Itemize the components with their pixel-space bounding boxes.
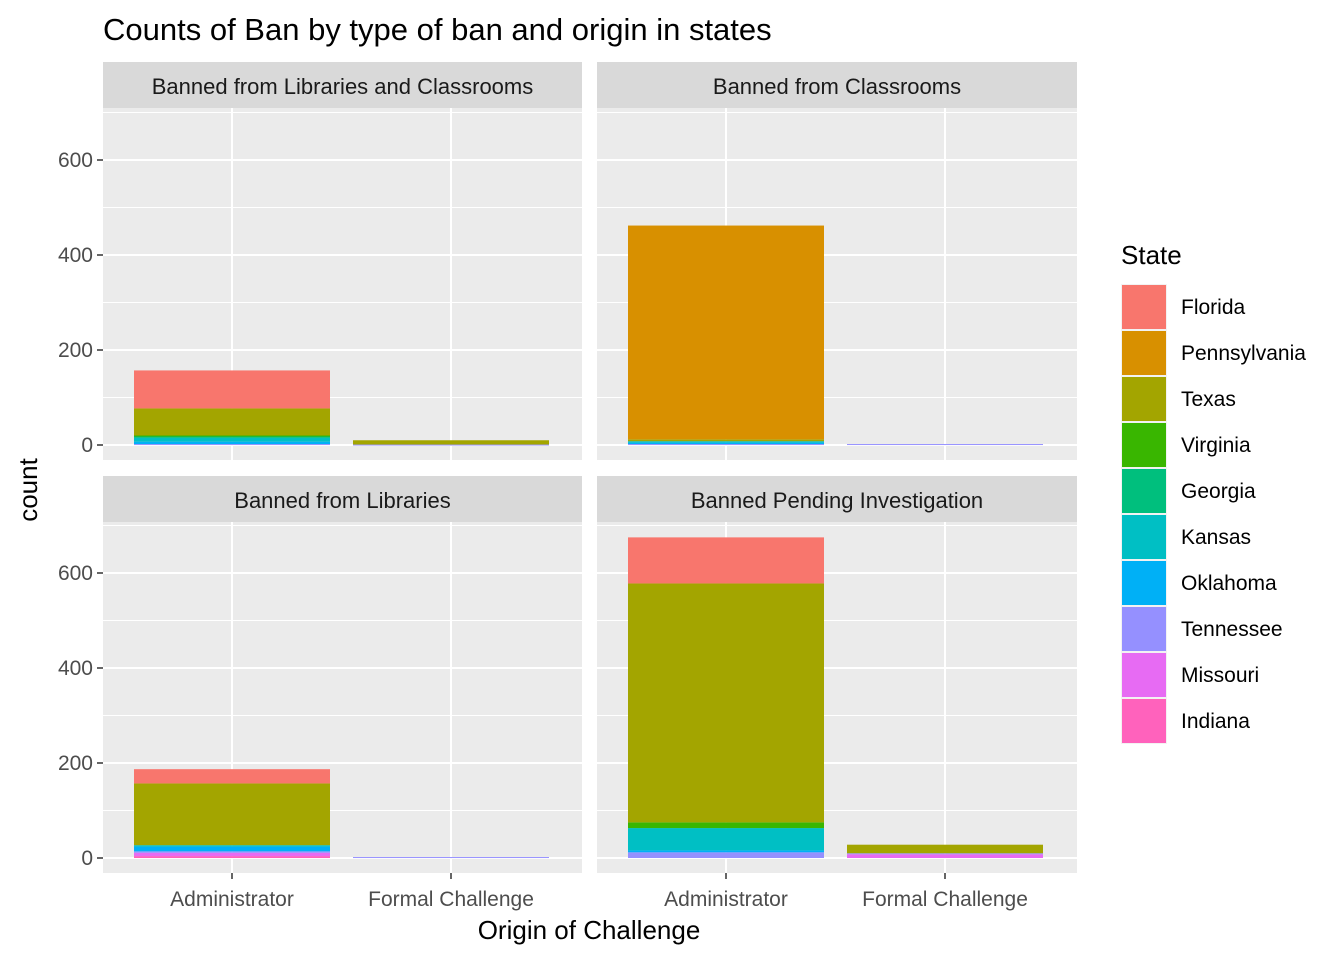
y-tick-label: 200 xyxy=(58,752,93,775)
legend-swatch xyxy=(1122,561,1166,605)
bar-segment xyxy=(134,435,330,437)
legend-swatch xyxy=(1122,285,1166,329)
bar-segment xyxy=(628,583,824,823)
bar-segment xyxy=(628,852,824,858)
legend-swatch xyxy=(1122,607,1166,651)
legend-item: Texas xyxy=(1121,376,1236,422)
legend-item: Pennsylvania xyxy=(1121,330,1306,376)
x-axis-tick-labels: Administrator Formal Challenge Administrat… xyxy=(170,873,1028,911)
bar-segment xyxy=(628,441,824,443)
facet-panels: Banned from Libraries and Classrooms Bann… xyxy=(103,62,1077,873)
facet-strip xyxy=(597,62,1077,108)
facet-panel: Banned from Libraries and Classrooms xyxy=(103,62,582,460)
bar-segment xyxy=(353,857,549,859)
bar-segment xyxy=(847,853,1043,855)
y-tick-label: 200 xyxy=(58,339,93,362)
legend-swatch xyxy=(1122,377,1166,421)
x-tick-label: Administrator xyxy=(664,888,788,911)
bar-segment xyxy=(134,441,330,445)
legend-item: Virginia xyxy=(1121,422,1251,468)
x-tick-label: Administrator xyxy=(170,888,294,911)
legend-item: Kansas xyxy=(1121,514,1251,560)
legend-label: Missouri xyxy=(1181,664,1259,687)
y-tick-label: 400 xyxy=(58,244,93,267)
legend-item: Tennessee xyxy=(1121,606,1283,652)
x-axis-title: Origin of Challenge xyxy=(478,915,701,945)
bar-segment xyxy=(134,370,330,409)
y-tick-label: 0 xyxy=(81,434,93,457)
y-tick-label: 400 xyxy=(58,657,93,680)
bar-segment xyxy=(847,844,1043,854)
legend-label: Kansas xyxy=(1181,526,1251,549)
bar-segment xyxy=(628,822,824,829)
legend-swatch xyxy=(1122,469,1166,513)
bar-segment xyxy=(628,442,824,445)
y-tick-label: 600 xyxy=(58,149,93,172)
legend-title: State xyxy=(1121,240,1182,270)
bar-segment xyxy=(628,225,824,440)
legend-label: Georgia xyxy=(1181,480,1256,503)
bar-segment xyxy=(134,783,330,846)
x-tick-label: Formal Challenge xyxy=(368,888,534,911)
bar-segment xyxy=(847,854,1043,858)
bar-segment xyxy=(134,846,330,852)
bar-segment xyxy=(628,828,824,851)
bar-segment xyxy=(353,444,549,446)
legend-swatch xyxy=(1122,653,1166,697)
x-tick-label: Formal Challenge xyxy=(862,888,1028,911)
legend-item: Missouri xyxy=(1121,652,1259,698)
bar-segment xyxy=(134,852,330,857)
y-axis-tick-labels: 0 200 400 600 0 200 400 600 xyxy=(58,149,103,870)
bar-segment xyxy=(134,436,330,438)
legend-item: Georgia xyxy=(1121,468,1256,514)
legend-swatch xyxy=(1122,423,1166,467)
legend-swatch xyxy=(1122,699,1166,743)
legend-label: Oklahoma xyxy=(1181,572,1277,595)
legend-item: Oklahoma xyxy=(1121,560,1277,606)
facet-strip-label: Banned Pending Investigation xyxy=(691,488,983,513)
bar-segment xyxy=(847,444,1043,446)
legend-item: Indiana xyxy=(1121,698,1250,744)
legend: State Florida Pennsylvania Texas Virginia Ge… xyxy=(1121,240,1306,744)
legend-label: Florida xyxy=(1181,296,1246,319)
bar-segment xyxy=(134,408,330,436)
legend-label: Tennessee xyxy=(1181,618,1283,641)
legend-swatch xyxy=(1122,331,1166,375)
bar-segment xyxy=(353,440,549,445)
bar-segment xyxy=(134,437,330,442)
bar-segment xyxy=(134,845,330,847)
legend-item: Florida xyxy=(1121,284,1246,330)
facet-panel: Banned from Classrooms xyxy=(597,62,1077,460)
bar-segment xyxy=(134,444,330,446)
bar-segment xyxy=(134,856,330,858)
facet-strip-label: Banned from Libraries and Classrooms xyxy=(152,74,534,99)
legend-label: Indiana xyxy=(1181,710,1250,733)
legend-label: Virginia xyxy=(1181,434,1251,457)
facet-panel: Banned Pending Investigation xyxy=(597,476,1077,873)
bar-segment xyxy=(628,537,824,584)
bar-segment xyxy=(628,439,824,442)
facet-strip xyxy=(103,62,582,108)
legend-label: Pennsylvania xyxy=(1181,342,1306,365)
facet-strip-label: Banned from Classrooms xyxy=(713,74,961,99)
legend-label: Texas xyxy=(1181,388,1236,411)
facet-strip xyxy=(103,476,582,522)
facet-panel: Banned from Libraries xyxy=(103,476,582,873)
y-axis-title: count xyxy=(13,457,43,521)
legend-swatch xyxy=(1122,515,1166,559)
bar-segment xyxy=(628,850,824,853)
y-tick-label: 0 xyxy=(81,847,93,870)
y-tick-label: 600 xyxy=(58,562,93,585)
bar-segment xyxy=(134,769,330,784)
chart-title: Counts of Ban by type of ban and origin … xyxy=(103,12,772,47)
facet-strip-label: Banned from Libraries xyxy=(234,488,450,513)
facet-strip xyxy=(597,476,1077,522)
bar-segment xyxy=(134,851,330,853)
bar-segment xyxy=(628,444,824,446)
